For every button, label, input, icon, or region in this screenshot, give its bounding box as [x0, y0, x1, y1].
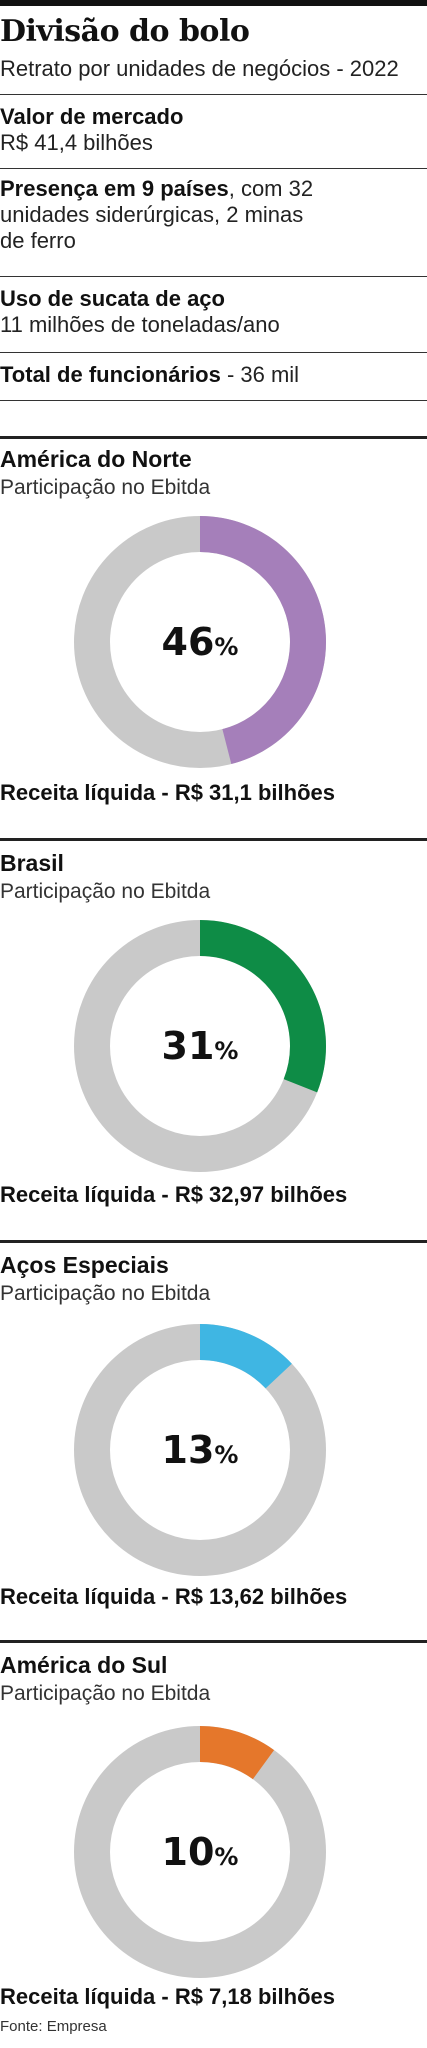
- section-rule: [0, 1640, 427, 1643]
- revenue-label: Receita líquida - R$ 7,18 bilhões: [0, 1984, 335, 2009]
- section-title: Aços Especiais: [0, 1252, 169, 1278]
- fact-scrap: Uso de sucata de aço 11 milhões de tonel…: [0, 286, 427, 338]
- revenue-label: Receita líquida - R$ 32,97 bilhões: [0, 1182, 348, 1207]
- divider: [0, 168, 427, 169]
- donut-chart-america-do-sul: 10%: [74, 1726, 326, 1978]
- divider: [0, 276, 427, 277]
- section-title: América do Sul: [0, 1652, 168, 1678]
- fact-label: Total de funcionários: [0, 362, 221, 387]
- donut-segment: [199, 920, 326, 1093]
- fact-value: R$ 41,4 bilhões: [0, 130, 153, 155]
- fact-value-line2: unidades siderúrgicas, 2 minas: [0, 202, 304, 227]
- source-note: Fonte: Empresa: [0, 2018, 107, 2035]
- fact-value: , com 32: [228, 176, 314, 201]
- section-title: Brasil: [0, 850, 64, 876]
- fact-presence: Presença em 9 países, com 32 unidades si…: [0, 176, 427, 254]
- fact-market-value: Valor de mercado R$ 41,4 bilhões: [0, 104, 427, 156]
- top-rule: [0, 0, 427, 6]
- divider: [0, 94, 427, 95]
- section-rule: [0, 436, 427, 439]
- fact-label: Valor de mercado: [0, 104, 184, 129]
- divider: [0, 400, 427, 401]
- fact-value: 11 milhões de toneladas/ano: [0, 312, 280, 337]
- section-rule: [0, 838, 427, 841]
- divider: [0, 352, 427, 353]
- donut-chart-acos-especiais: 13%: [74, 1324, 326, 1576]
- donut-segment: [199, 1324, 292, 1389]
- revenue-label: Receita líquida - R$ 31,1 bilhões: [0, 780, 335, 805]
- section-subtitle: Participação no Ebitda: [0, 1682, 211, 1705]
- donut-value-label: 10%: [162, 1830, 239, 1874]
- fact-value-line3: de ferro: [0, 228, 76, 253]
- section-rule: [0, 1240, 427, 1243]
- fact-employees: Total de funcionários - 36 mil: [0, 362, 427, 388]
- donut-chart-america-do-norte: 46%: [74, 516, 326, 768]
- donut-value-label: 13%: [162, 1428, 239, 1472]
- donut-value-label: 46%: [162, 620, 239, 664]
- fact-label: Uso de sucata de aço: [0, 286, 225, 311]
- section-subtitle: Participação no Ebitda: [0, 1282, 211, 1305]
- section-subtitle: Participação no Ebitda: [0, 476, 211, 499]
- fact-label: Presença em 9 países: [0, 176, 229, 201]
- page-subtitle: Retrato por unidades de negócios - 2022: [0, 56, 399, 81]
- donut-segment: [199, 516, 326, 765]
- donut-chart-brasil: 31%: [74, 920, 326, 1172]
- page-title: Divisão do bolo: [0, 14, 250, 49]
- fact-value: - 36 mil: [220, 362, 300, 387]
- section-title: América do Norte: [0, 446, 192, 472]
- donut-segment: [199, 1726, 275, 1780]
- donut-value-label: 31%: [162, 1024, 239, 1068]
- section-subtitle: Participação no Ebitda: [0, 880, 211, 903]
- revenue-label: Receita líquida - R$ 13,62 bilhões: [0, 1584, 348, 1609]
